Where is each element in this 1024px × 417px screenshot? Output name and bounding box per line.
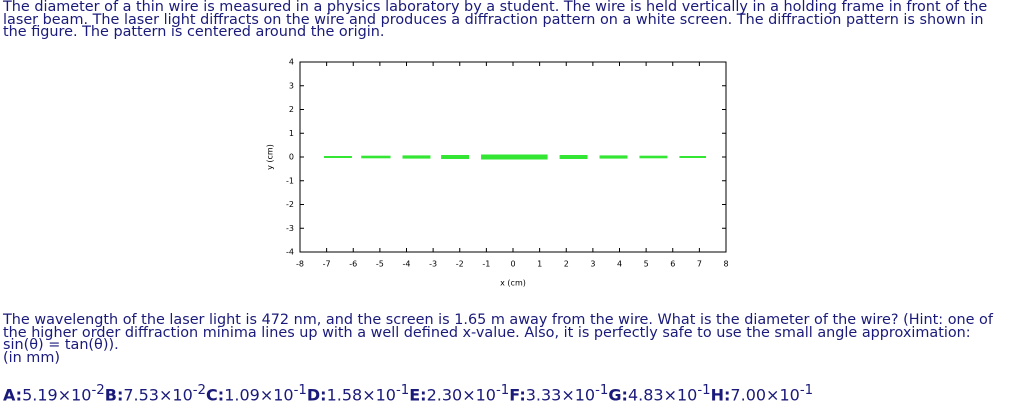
- x-tick-label: 3: [590, 260, 595, 269]
- choice-exponent: -2: [91, 383, 105, 398]
- diffraction-band: [679, 156, 707, 158]
- choice-letter: B:: [104, 385, 124, 405]
- x-tick-label: 4: [617, 260, 622, 269]
- text-line: the higher order diffraction minima line…: [3, 324, 971, 341]
- x-tick-label: -6: [349, 260, 357, 269]
- choice-exponent: -1: [697, 383, 711, 398]
- choice-value: 1.09×10: [224, 385, 294, 405]
- x-tick-label: 0: [510, 260, 515, 269]
- diffraction-band: [361, 155, 391, 159]
- diffraction-band: [639, 155, 668, 159]
- diffraction-band: [559, 155, 588, 159]
- x-tick-label: -2: [456, 260, 464, 269]
- choice-letter: F:: [509, 385, 526, 405]
- choice: D:1.58×10-1: [307, 383, 409, 404]
- choice: G:4.83×10-1: [608, 383, 710, 404]
- choice-letter: G:: [608, 385, 628, 405]
- text-line: The diameter of a thin wire is measured …: [3, 0, 988, 15]
- choice: E:2.30×10-1: [409, 383, 509, 404]
- x-tick-label: -5: [376, 260, 384, 269]
- x-tick-label: -8: [296, 260, 304, 269]
- text-line: laser beam. The laser light diffracts on…: [3, 11, 984, 28]
- chart: -8 -7 -6 -5 -4 -3 -2 -1 0 1 2 3 4 5 6 7 8 -4 -3 -2 -1 0 1 2 3 4 x …: [266, 58, 729, 288]
- choice-exponent: -1: [293, 383, 307, 398]
- x-tick-label: -4: [403, 260, 411, 269]
- choice-value: 7.53×10: [123, 385, 193, 405]
- y-tick-label: -2: [286, 200, 294, 209]
- choice-letter: D:: [306, 385, 327, 405]
- x-tick-label: 7: [697, 260, 702, 269]
- choices: A:5.19×10-2 B:7.53×10-2 C:1.09×10-1 D:1.58×…: [3, 383, 813, 404]
- choice: H:7.00×10-1: [711, 383, 813, 404]
- y-tick-label: -4: [286, 248, 294, 257]
- y-tick-label: -3: [286, 224, 294, 233]
- x-tick-label: 5: [644, 260, 649, 269]
- y-tick-label: 1: [289, 129, 294, 138]
- x-tick-label: 6: [670, 260, 675, 269]
- choice-value: 3.33×10: [525, 385, 596, 405]
- choice: F:3.33×10-1: [509, 383, 608, 404]
- text-line: the figure. The pattern is centered arou…: [3, 24, 385, 40]
- text-line: sin(θ) = tan(θ)).: [3, 337, 119, 353]
- choice-exponent: -1: [395, 383, 410, 398]
- x-tick-label: 2: [564, 260, 569, 269]
- choice-value: 5.19×10: [22, 385, 92, 405]
- choice-value: 4.83×10: [627, 385, 698, 405]
- choice: A:5.19×10-2: [3, 383, 105, 404]
- choice-letter: E:: [409, 385, 427, 405]
- x-tick-label: 8: [723, 260, 728, 269]
- x-tick-label: -1: [482, 260, 490, 269]
- y-axis-label: y (cm): [266, 144, 275, 170]
- choice-letter: C:: [206, 385, 225, 405]
- choice-value: 1.58×10: [326, 385, 396, 405]
- x-tick-label: 1: [537, 260, 542, 269]
- x-tick-label: -7: [323, 260, 331, 269]
- intro: The diameter of a thin wire is measured …: [3, 0, 988, 40]
- choice-letter: H:: [710, 385, 731, 405]
- text-line: (in mm): [3, 349, 60, 366]
- diffraction-band: [402, 155, 431, 159]
- text-line: The wavelength of the laser light is 472…: [3, 312, 993, 328]
- choice-exponent: -1: [495, 383, 510, 398]
- diffraction-band: [599, 155, 628, 159]
- x-axis-label: x (cm): [500, 279, 526, 288]
- y-tick-label: -1: [286, 176, 294, 185]
- diffraction-band: [441, 155, 470, 159]
- choice-value: 2.30×10: [426, 385, 496, 405]
- choice: C:1.09×10-1: [206, 383, 307, 404]
- x-tick-label: -3: [429, 260, 437, 269]
- diffraction-band: [481, 154, 548, 160]
- question: The wavelength of the laser light is 472…: [3, 312, 993, 366]
- choice-exponent: -2: [192, 383, 207, 398]
- choice-exponent: -1: [595, 383, 609, 398]
- diffraction-band: [323, 156, 352, 158]
- choice: B:7.53×10-2: [105, 383, 206, 404]
- y-tick-label: 3: [289, 81, 294, 90]
- choice-letter: A:: [3, 385, 23, 405]
- y-tick-label: 0: [289, 153, 294, 162]
- choice-exponent: -1: [799, 383, 814, 398]
- y-tick-label: 2: [289, 105, 294, 114]
- y-tick-label: 4: [289, 58, 294, 67]
- choice-value: 7.00×10: [730, 385, 800, 405]
